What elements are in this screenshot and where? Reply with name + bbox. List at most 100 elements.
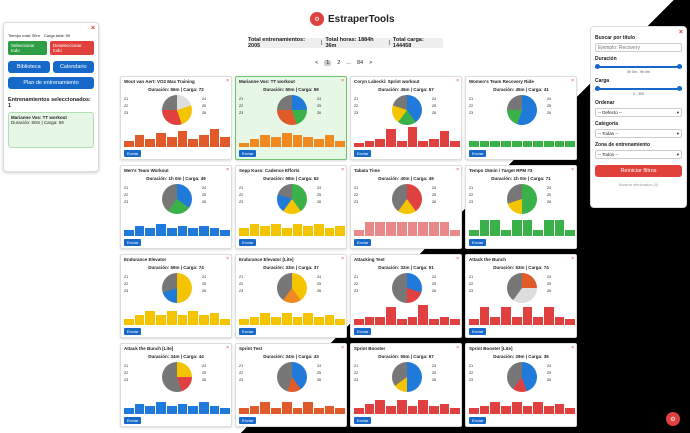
delete-icon[interactable]: × (571, 345, 574, 351)
send-button[interactable]: Enviar (239, 417, 257, 424)
send-button[interactable]: Enviar (124, 417, 142, 424)
delete-icon[interactable]: × (341, 167, 344, 173)
power-bar (469, 230, 479, 236)
send-button[interactable]: Enviar (469, 239, 487, 246)
send-button[interactable]: Enviar (239, 150, 257, 157)
card-title: Endurance Elevator (124, 257, 167, 262)
workout-card[interactable]: Marianne Vos: TT workout × Duración: 50m… (235, 76, 347, 160)
power-bar (220, 408, 231, 414)
delete-icon[interactable]: × (456, 167, 459, 173)
zone-label: Z5 (547, 104, 552, 108)
delete-icon[interactable]: × (571, 78, 574, 84)
delete-icon[interactable]: × (571, 167, 574, 173)
page-1[interactable]: 1 (324, 60, 332, 66)
power-bar (490, 317, 501, 325)
send-button[interactable]: Enviar (469, 417, 487, 424)
reset-filters-button[interactable]: Reiniciar filtros (595, 165, 682, 177)
send-button[interactable]: Enviar (354, 328, 372, 335)
zone-label: Z6 (317, 200, 322, 204)
workout-card[interactable]: Coryn Labecki: Sprint workout × Duración… (350, 76, 462, 160)
workout-card[interactable]: Sprint Booster × Duración: 55m | Carga: … (350, 343, 462, 427)
workout-card[interactable]: Endurance Elevator × Duración: 59m | Car… (120, 254, 232, 338)
zones: Z1 Z2 Z3 Z4 Z5 Z6 (354, 95, 460, 127)
next-page[interactable]: > (369, 60, 373, 66)
close-icon[interactable]: × (90, 25, 95, 32)
send-button[interactable]: Enviar (239, 239, 257, 246)
card-title: Attack the Bunch (469, 257, 507, 262)
search-input[interactable]: Ejemplo: Recovery (595, 43, 682, 52)
card-meta: Duración: 45m | Carga: 57 (378, 87, 434, 92)
power-bar (124, 408, 134, 414)
workout-card[interactable]: Attack the Bunch [Lite] × Duración: 34m … (120, 343, 232, 427)
zone-pie (277, 273, 307, 303)
deselect-all-button[interactable]: Deseleccionar todo (50, 41, 94, 55)
workout-card[interactable]: Wout van Aert: VO2 Max Training × Duraci… (120, 76, 232, 160)
order-select[interactable]: -- Defecto -- ▾ (595, 108, 682, 117)
zone-label: Z2 (239, 282, 244, 286)
select-all-button[interactable]: Seleccionar todo (8, 41, 48, 55)
delete-icon[interactable]: × (226, 256, 229, 262)
total-load: Carga total: 59 (43, 33, 71, 38)
zone-label: Z4 (547, 97, 552, 101)
plan-button[interactable]: Plan de entrenamiento (8, 77, 94, 89)
mini-title: Marianne Vos: TT workout (11, 115, 67, 120)
power-bar (533, 141, 543, 147)
close-icon[interactable]: × (678, 29, 683, 36)
power-bar (209, 228, 220, 236)
stat-load: Total carga: 144458 (392, 37, 424, 49)
delete-icon[interactable]: × (226, 167, 229, 173)
zone-label: Z3 (469, 200, 474, 204)
send-button[interactable]: Enviar (469, 328, 487, 335)
prev-page[interactable]: < (315, 60, 319, 66)
send-button[interactable]: Enviar (124, 239, 142, 246)
send-button[interactable]: Enviar (124, 328, 142, 335)
workout-grid: Wout van Aert: VO2 Max Training × Duraci… (120, 76, 578, 428)
zone-label: Z4 (547, 364, 552, 368)
page-last[interactable]: 84 (356, 60, 364, 66)
zone-label: Z3 (354, 378, 359, 382)
library-button[interactable]: Biblioteca (8, 61, 50, 73)
send-button[interactable]: Enviar (354, 150, 372, 157)
send-button[interactable]: Enviar (354, 417, 372, 424)
zone-label: Z2 (354, 371, 359, 375)
calendar-button[interactable]: Calendario (52, 61, 94, 73)
category-select[interactable]: -- Todas -- ▾ (595, 129, 682, 138)
workout-card[interactable]: Sprint Booster [Lite] × Duración: 29m | … (465, 343, 577, 427)
delete-icon[interactable]: × (341, 78, 344, 84)
workout-card[interactable]: Attack the Bunch × Duración: 53m | Carga… (465, 254, 577, 338)
delete-icon[interactable]: × (341, 345, 344, 351)
power-bar (364, 141, 375, 147)
zone-label: Z2 (469, 193, 474, 197)
workout-card[interactable]: Tabata Time × Duración: 40m | Carga: 49 … (350, 165, 462, 249)
delete-icon[interactable]: × (226, 345, 229, 351)
zone-select[interactable]: -- Todos -- ▾ (595, 150, 682, 159)
send-button[interactable]: Enviar (124, 150, 142, 157)
zone-label: Z6 (547, 289, 552, 293)
page-2[interactable]: 2 (337, 60, 341, 66)
workout-card[interactable]: Sepp Kuss: Cadence Efforts × Duración: 5… (235, 165, 347, 249)
delete-icon[interactable]: × (226, 78, 229, 84)
send-button[interactable]: Enviar (239, 328, 257, 335)
show-deleted-link[interactable]: Mostrar eliminados (0) (618, 182, 659, 187)
card-meta: Duración: 1h 0m | Carga: 49 (146, 176, 206, 181)
workout-card[interactable]: Endurance Elevator [Lite] × Duración: 33… (235, 254, 347, 338)
load-slider[interactable] (595, 86, 682, 91)
delete-icon[interactable]: × (456, 78, 459, 84)
delete-icon[interactable]: × (571, 256, 574, 262)
card-meta: Duración: 29m | Carga: 36 (493, 354, 549, 359)
workout-card[interactable]: Tempo 15min / Target RPM #3 × Duración: … (465, 165, 577, 249)
workout-card[interactable]: Men's Team Workout × Duración: 1h 0m | C… (120, 165, 232, 249)
workout-card[interactable]: Women's Team Recovery Ride × Duración: 4… (465, 76, 577, 160)
workout-card[interactable]: Attacking Test × Duración: 32m | Carga: … (350, 254, 462, 338)
power-bar (554, 220, 565, 236)
power-bar (375, 139, 386, 147)
workout-card[interactable]: Sprint Test × Duración: 34m | Carga: 43 … (235, 343, 347, 427)
bike-icon[interactable]: ⚙ (666, 412, 680, 426)
send-button[interactable]: Enviar (354, 239, 372, 246)
zone-pie (162, 362, 192, 392)
delete-icon[interactable]: × (456, 345, 459, 351)
duration-slider[interactable] (595, 64, 682, 69)
send-button[interactable]: Enviar (469, 150, 487, 157)
delete-icon[interactable]: × (341, 256, 344, 262)
delete-icon[interactable]: × (456, 256, 459, 262)
